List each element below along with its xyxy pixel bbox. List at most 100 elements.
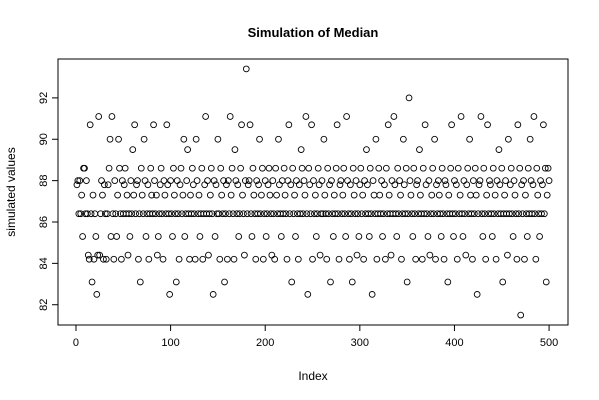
data-point (347, 210, 355, 218)
data-point (489, 164, 497, 172)
data-point (520, 177, 527, 184)
data-point (159, 255, 167, 263)
data-point (267, 210, 275, 218)
data-point (331, 210, 339, 218)
data-point (403, 278, 411, 286)
data-point (273, 191, 280, 199)
data-point (128, 210, 136, 218)
data-point (142, 233, 150, 240)
data-point (109, 210, 117, 218)
data-point (148, 191, 156, 199)
data-point (509, 233, 517, 240)
data-point (321, 191, 329, 199)
data-point (488, 233, 496, 240)
data-point (421, 121, 429, 129)
chart-title: Simulation of Median (248, 25, 379, 40)
data-point (152, 210, 159, 218)
data-point (296, 210, 304, 218)
data-point (155, 210, 163, 218)
data-point (110, 255, 118, 263)
data-point (224, 177, 232, 184)
data-point (135, 255, 142, 263)
data-point (530, 113, 538, 120)
data-point (270, 210, 278, 218)
data-point (438, 164, 446, 172)
data-point (309, 255, 316, 263)
data-point (454, 164, 462, 172)
data-point (169, 233, 176, 240)
data-point (539, 181, 546, 189)
data-point (305, 164, 313, 172)
data-point (480, 164, 488, 172)
data-point (524, 164, 532, 172)
x-tick-label: 200 (256, 337, 274, 349)
data-point (441, 177, 449, 184)
data-point (369, 177, 377, 184)
data-point (184, 146, 191, 153)
data-point (345, 210, 352, 218)
data-point (410, 164, 418, 172)
data-point (363, 146, 370, 153)
data-point (510, 177, 518, 184)
data-point (196, 233, 204, 240)
data-point (74, 177, 82, 184)
data-point (206, 191, 214, 199)
data-point (198, 164, 206, 172)
data-point (358, 210, 366, 218)
data-point (304, 291, 312, 298)
data-point (168, 210, 175, 218)
data-point (327, 278, 334, 286)
data-point (488, 210, 495, 218)
data-point (300, 177, 308, 184)
data-point (138, 191, 146, 199)
data-point (442, 181, 450, 189)
data-point (272, 164, 279, 172)
data-point (241, 251, 248, 259)
data-point (108, 113, 116, 120)
data-point (133, 181, 140, 189)
data-point (487, 181, 494, 189)
data-point (208, 210, 216, 218)
data-point (264, 181, 272, 189)
data-point (395, 210, 402, 218)
data-point (353, 251, 361, 259)
data-point (250, 191, 258, 199)
data-point (263, 210, 271, 218)
data-point (86, 121, 94, 129)
data-point (292, 233, 299, 240)
data-point (398, 255, 405, 263)
data-point (205, 251, 212, 259)
data-point (111, 177, 119, 184)
data-point (484, 121, 491, 129)
data-point (365, 233, 373, 240)
data-point (451, 177, 458, 184)
data-point (447, 164, 455, 172)
data-point (202, 113, 209, 120)
data-point (360, 255, 367, 263)
data-point (334, 210, 342, 218)
data-point (94, 251, 102, 259)
data-point (400, 135, 407, 143)
data-point (432, 255, 439, 263)
x-tick-label: 500 (540, 337, 558, 349)
data-point (95, 113, 103, 120)
data-point (531, 210, 539, 218)
data-point (165, 210, 173, 218)
data-point (516, 164, 524, 172)
data-point (118, 255, 125, 263)
data-point (330, 191, 338, 199)
data-point (372, 135, 380, 143)
data-point (452, 210, 459, 218)
data-point (279, 210, 287, 218)
data-point (400, 181, 408, 189)
data-point (479, 233, 487, 240)
data-point (545, 177, 553, 184)
data-point (158, 210, 166, 218)
data-point (450, 233, 457, 240)
data-point (466, 135, 473, 143)
data-point (223, 181, 230, 189)
data-point (76, 177, 84, 184)
data-point (163, 121, 171, 129)
data-point (254, 210, 262, 218)
